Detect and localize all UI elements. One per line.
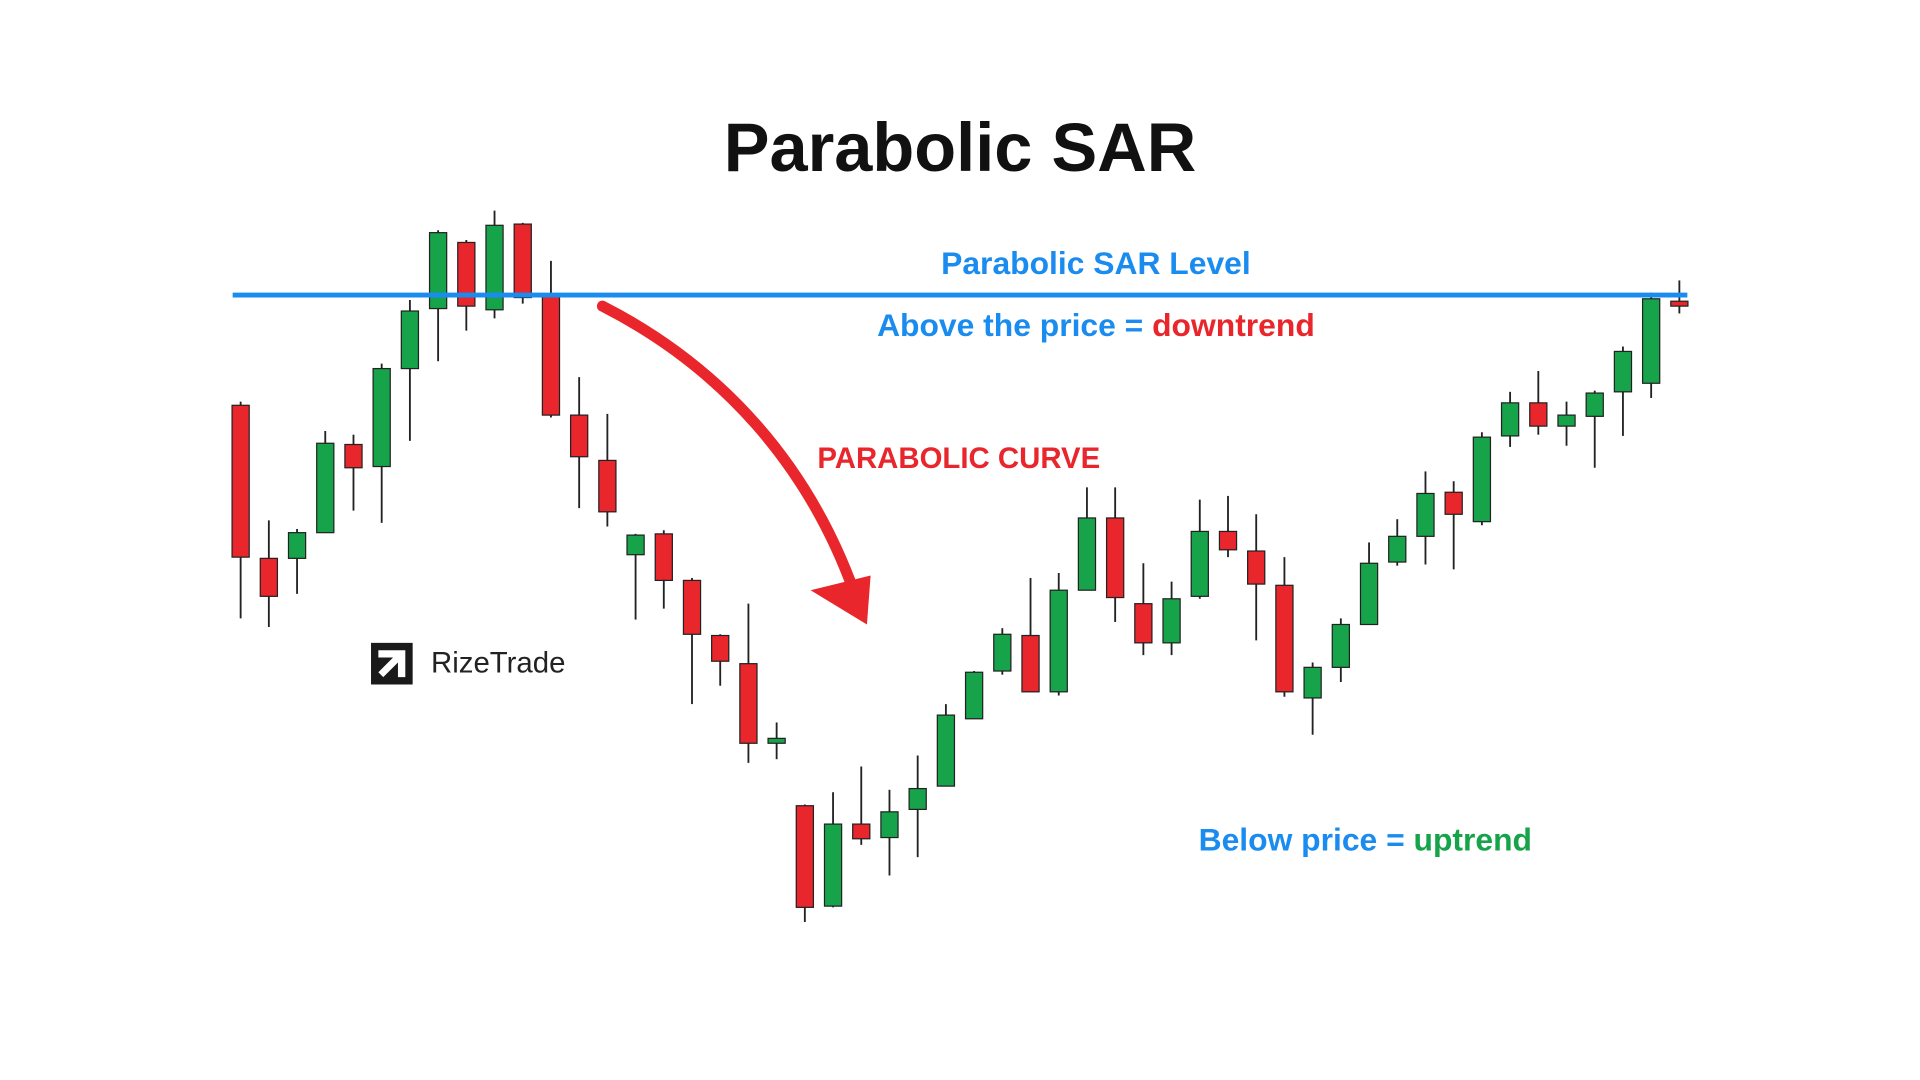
- candle-body: [964, 671, 984, 720]
- candle-body: [739, 663, 758, 744]
- above-trend: downtrend: [1152, 308, 1315, 344]
- candle-body: [541, 294, 561, 416]
- candle-body: [1077, 517, 1097, 591]
- candle-body: [1585, 392, 1604, 417]
- chart-title: Parabolic SAR: [724, 109, 1196, 186]
- candle-body: [316, 442, 335, 534]
- below-note: Below price = uptrend: [1199, 822, 1532, 858]
- candle-body: [1247, 550, 1266, 585]
- brand-logo: RizeTrade: [371, 642, 565, 685]
- candle-body: [626, 534, 645, 556]
- candle-body: [372, 367, 391, 468]
- candle-body: [1049, 589, 1068, 693]
- candle-body: [287, 532, 307, 559]
- candle-body: [654, 533, 673, 582]
- candle-body: [1162, 598, 1181, 644]
- candle-body: [908, 787, 927, 810]
- candle-body: [1105, 517, 1125, 599]
- candle-body: [795, 805, 815, 908]
- arrow-head: [810, 575, 871, 625]
- candle-body: [1641, 298, 1661, 384]
- logo-arrow: [378, 650, 406, 678]
- candle-body: [1472, 436, 1492, 523]
- below-trend: uptrend: [1414, 822, 1532, 858]
- candle-body: [1613, 350, 1633, 393]
- candle-body: [231, 404, 250, 558]
- plot-area: [231, 210, 1689, 923]
- candle-body: [682, 579, 702, 635]
- candle-body: [259, 557, 279, 597]
- candle-body: [936, 714, 956, 787]
- brand-name: RizeTrade: [431, 647, 565, 680]
- candle-body: [1331, 623, 1351, 668]
- candle-body: [1190, 530, 1209, 597]
- above-note: Above the price = downtrend: [877, 308, 1315, 344]
- candle-body: [513, 223, 532, 299]
- candle-body: [711, 634, 730, 662]
- candle-body: [1359, 562, 1379, 626]
- candle-body: [823, 823, 843, 907]
- candle-body: [1218, 530, 1238, 551]
- candle-body: [598, 459, 617, 513]
- candle-body: [1670, 300, 1689, 307]
- candle-body: [767, 737, 786, 744]
- curve-label: PARABOLIC CURVE: [817, 442, 1100, 475]
- above-text: Above the price =: [877, 308, 1152, 344]
- candle-body: [1557, 414, 1576, 427]
- candle-body: [1416, 492, 1435, 537]
- candle-body: [1134, 603, 1153, 644]
- candle-body: [344, 443, 363, 469]
- candle-body: [1303, 666, 1322, 699]
- candle-body: [428, 232, 448, 310]
- candle-body: [1500, 402, 1520, 437]
- sar-label: Parabolic SAR Level: [941, 245, 1251, 281]
- candle-body: [993, 633, 1012, 672]
- candle-body: [1529, 402, 1548, 427]
- candle-body: [880, 811, 899, 839]
- candle-body: [400, 310, 420, 370]
- candle-body: [1021, 634, 1040, 693]
- candle-body: [852, 823, 871, 840]
- below-text: Below price =: [1199, 822, 1414, 858]
- candle-body: [1275, 584, 1294, 693]
- candle-body: [1388, 535, 1407, 563]
- candle-body: [485, 224, 504, 311]
- candle-body: [569, 414, 589, 458]
- candle-body: [1444, 491, 1463, 515]
- curve-arrow: [596, 300, 859, 596]
- candle-body: [457, 241, 476, 307]
